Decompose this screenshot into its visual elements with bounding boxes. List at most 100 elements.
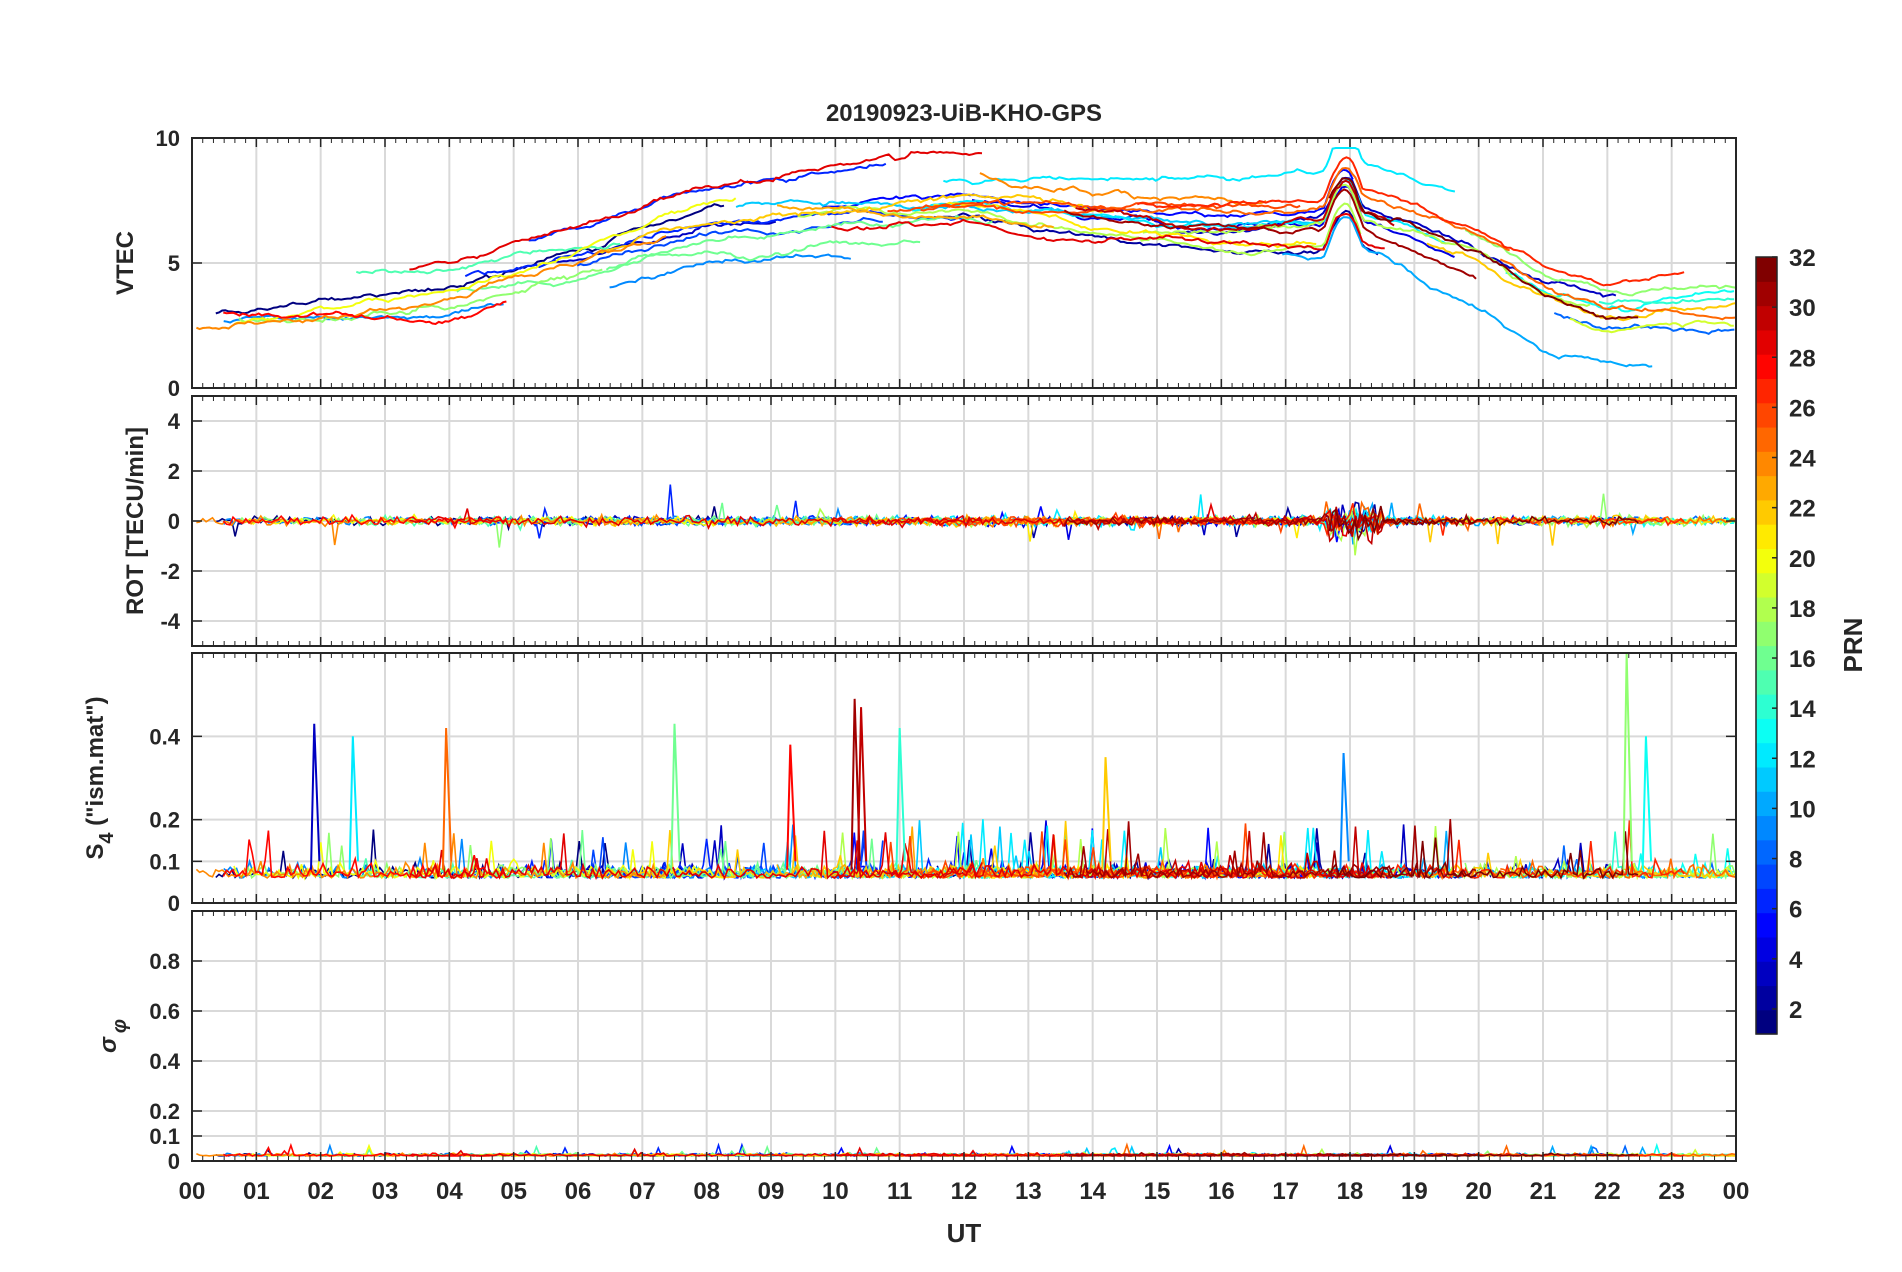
vtec-series-line bbox=[1142, 183, 1591, 307]
s4-series-line bbox=[1500, 858, 1736, 880]
colorbar-tick-label: 30 bbox=[1789, 295, 1816, 322]
colorbar-block bbox=[1756, 645, 1777, 671]
colorbar-tick-label: 24 bbox=[1789, 446, 1816, 473]
ylabel-vtec: VTEC bbox=[112, 231, 139, 295]
grid-vtec bbox=[192, 138, 1736, 388]
colorbar-block bbox=[1756, 839, 1777, 865]
y-tick-label: 0 bbox=[168, 891, 180, 916]
s4-spike bbox=[310, 723, 321, 870]
s4-series-line bbox=[1328, 831, 1639, 880]
colorbar-block bbox=[1756, 572, 1777, 598]
x-tick-labels: 00 01 02 03 04 05 06 07 08 09 10 11 12 13 14 15 16 17 18 19… bbox=[179, 1178, 1750, 1205]
colorbar-tick-label: 12 bbox=[1789, 746, 1816, 773]
colorbar-tick-label: 20 bbox=[1789, 546, 1816, 573]
colorbar-tick-label: 26 bbox=[1789, 395, 1816, 422]
x-tick-label: 14 bbox=[1079, 1178, 1106, 1205]
ylabel-s4-sub: 4 bbox=[96, 832, 118, 844]
colorbar-block bbox=[1756, 451, 1777, 477]
colorbar-label: PRN bbox=[1838, 618, 1868, 673]
ylabel-s4-main: S bbox=[82, 844, 109, 860]
colorbar-block bbox=[1756, 718, 1777, 744]
s4-spike bbox=[670, 723, 681, 870]
sigma-series-line bbox=[1329, 1152, 1639, 1157]
vtec-series-line bbox=[1282, 216, 1653, 368]
colorbar-tick-label: 14 bbox=[1789, 696, 1816, 723]
panel-s4: 0 0.1 0.2 0.4 S4 ("ism.mat") bbox=[82, 652, 1737, 916]
s4-spike bbox=[348, 736, 359, 870]
y-tick-label: 0.1 bbox=[149, 1124, 180, 1149]
vtec-series-line bbox=[1499, 258, 1736, 321]
colorbar-tick-label: 28 bbox=[1789, 345, 1816, 372]
vtec-series-line bbox=[831, 212, 1385, 251]
x-tick-label: 22 bbox=[1594, 1178, 1621, 1205]
panel-rot: -4 -2 0 2 4 ROT [TECU/min] bbox=[122, 395, 1737, 647]
x-tick-label: 11 bbox=[887, 1178, 912, 1205]
vtec-series-line bbox=[887, 203, 1126, 215]
colorbar-block bbox=[1756, 1009, 1777, 1035]
sigma-series-line bbox=[222, 1142, 507, 1157]
colorbar-block bbox=[1756, 281, 1777, 307]
ticks-sigma: 00.10.2 0.4 0.6 0.8 bbox=[149, 911, 1737, 1174]
colorbar-block bbox=[1756, 936, 1777, 962]
colorbar-block bbox=[1756, 864, 1777, 889]
colorbar-block bbox=[1756, 524, 1777, 549]
vtec-series-line bbox=[609, 253, 851, 289]
colorbar-block bbox=[1756, 621, 1777, 647]
s4-spike bbox=[850, 698, 861, 870]
x-tick-label: 20 bbox=[1465, 1178, 1492, 1205]
vtec-series-line bbox=[776, 204, 1054, 229]
y-tick-label: 0 bbox=[168, 1149, 180, 1174]
colorbar-block bbox=[1756, 548, 1777, 574]
x-tick-label: 05 bbox=[500, 1178, 527, 1205]
y-tick-label: -4 bbox=[160, 609, 180, 634]
vtec-series-line bbox=[1569, 317, 1734, 334]
s4-series-line bbox=[1063, 819, 1477, 880]
vtec-series-line bbox=[605, 215, 993, 271]
s4-spike bbox=[1101, 757, 1112, 870]
s4-series-line bbox=[1075, 826, 1395, 879]
x-tick-label: 18 bbox=[1337, 1178, 1364, 1205]
colorbar-block bbox=[1756, 669, 1777, 695]
y-tick-label: 0.1 bbox=[149, 849, 180, 874]
series-rot bbox=[196, 484, 1736, 556]
ylabel-sigma-main: σ bbox=[95, 1036, 122, 1053]
y-tick-label: 5 bbox=[168, 251, 180, 276]
colorbar-block bbox=[1756, 766, 1777, 792]
x-tick-label: 06 bbox=[565, 1178, 592, 1205]
vtec-series-line bbox=[464, 208, 965, 278]
colorbar-tick-label: 32 bbox=[1789, 245, 1816, 272]
colorbar-block bbox=[1756, 596, 1777, 622]
vtec-series-line bbox=[215, 203, 725, 315]
y-tick-label: 0 bbox=[168, 376, 180, 401]
colorbar-block bbox=[1756, 426, 1777, 452]
colorbar-block bbox=[1756, 961, 1777, 987]
vtec-series-line bbox=[456, 239, 921, 293]
s4-spike bbox=[895, 727, 906, 870]
colorbar-block bbox=[1756, 475, 1777, 501]
vtec-series-line bbox=[223, 300, 507, 326]
colorbar-tick-label: 2 bbox=[1789, 997, 1802, 1024]
y-tick-label: 0.2 bbox=[149, 808, 180, 833]
grid-s4 bbox=[192, 653, 1736, 903]
x-tick-label: 17 bbox=[1272, 1178, 1299, 1205]
colorbar-block bbox=[1756, 305, 1777, 331]
y-tick-label: 2 bbox=[168, 459, 180, 484]
vtec-series-line bbox=[1075, 179, 1395, 233]
s4-spike bbox=[1339, 752, 1350, 870]
vtec-series-line bbox=[979, 172, 1267, 207]
ylabel-s4-rest: ("ism.mat") bbox=[82, 696, 109, 832]
s4-spike bbox=[441, 727, 453, 870]
colorbar-tick-label: 16 bbox=[1789, 646, 1816, 673]
ticks-rot: -4 -2 0 2 4 bbox=[160, 396, 1737, 646]
vtec-series-line bbox=[195, 235, 667, 331]
s4-series-line bbox=[222, 830, 508, 880]
x-tick-label: 12 bbox=[951, 1178, 978, 1205]
ticks-vtec: 0 5 10 bbox=[156, 126, 1737, 401]
colorbar-block bbox=[1756, 402, 1777, 428]
x-tick-label: 04 bbox=[436, 1178, 463, 1205]
s4-spike bbox=[1622, 653, 1633, 870]
vtec-series-line bbox=[238, 268, 603, 324]
ylabel-sigma-sub: φ bbox=[109, 1019, 131, 1033]
vtec-series-line bbox=[1426, 242, 1736, 322]
y-tick-label: 0.4 bbox=[149, 724, 180, 749]
